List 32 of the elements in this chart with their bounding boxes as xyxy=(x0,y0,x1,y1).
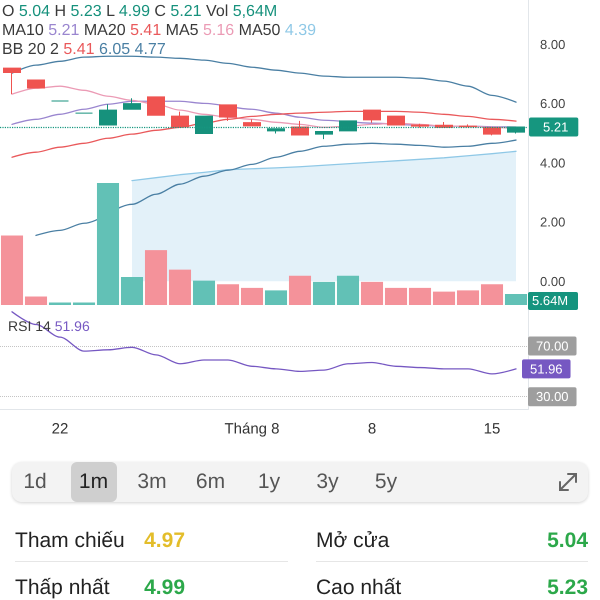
text: 1d xyxy=(22,469,48,495)
x-tick-label: 15 xyxy=(484,420,500,438)
category-label: Mở cửa xyxy=(316,528,390,554)
text: 3y xyxy=(315,469,340,495)
category-label: Thấp nhất xyxy=(15,575,110,600)
y-tick-label: 4.00 xyxy=(540,155,566,170)
category-label: Tham chiếu xyxy=(15,528,125,554)
y-tick-label: 8.00 xyxy=(540,36,566,52)
y-tick-label: 0.00 xyxy=(540,274,566,289)
text: 1y xyxy=(256,469,282,495)
x-tick-label: Tháng 8 xyxy=(224,420,280,438)
text: 1m xyxy=(70,462,116,502)
data-label: 4.97 xyxy=(144,528,185,554)
text: 6m xyxy=(194,469,226,495)
data-label: 4.99 xyxy=(144,575,185,600)
y-tick-label: 30.00 xyxy=(536,389,569,404)
text: 3m xyxy=(136,469,168,495)
data-label: 5.23 xyxy=(547,575,588,600)
annotation: MA10 5.21 MA20 5.41 MA5 5.16 MA50 4.39 xyxy=(2,22,316,39)
text: 5.64M xyxy=(528,292,578,310)
ref-line-label: 5.21 xyxy=(543,120,568,135)
data-label: 51.96 xyxy=(530,361,563,376)
x-tick-label: 22 xyxy=(52,420,68,438)
y-tick-label: 2.00 xyxy=(540,214,566,230)
y-tick-label: 70.00 xyxy=(536,338,569,354)
text: 5y xyxy=(374,469,398,495)
y-tick-label: 6.00 xyxy=(540,96,566,112)
annotation: BB 20 2 5.41 6.05 4.77 xyxy=(2,41,166,58)
x-tick-label: 8 xyxy=(368,420,376,438)
data-label: 5.04 xyxy=(547,528,588,554)
text: O 5.04 H 5.23 L 4.99 C 5.21 Vol 5,64M xyxy=(2,3,278,20)
category-label: Cao nhất xyxy=(316,575,402,600)
